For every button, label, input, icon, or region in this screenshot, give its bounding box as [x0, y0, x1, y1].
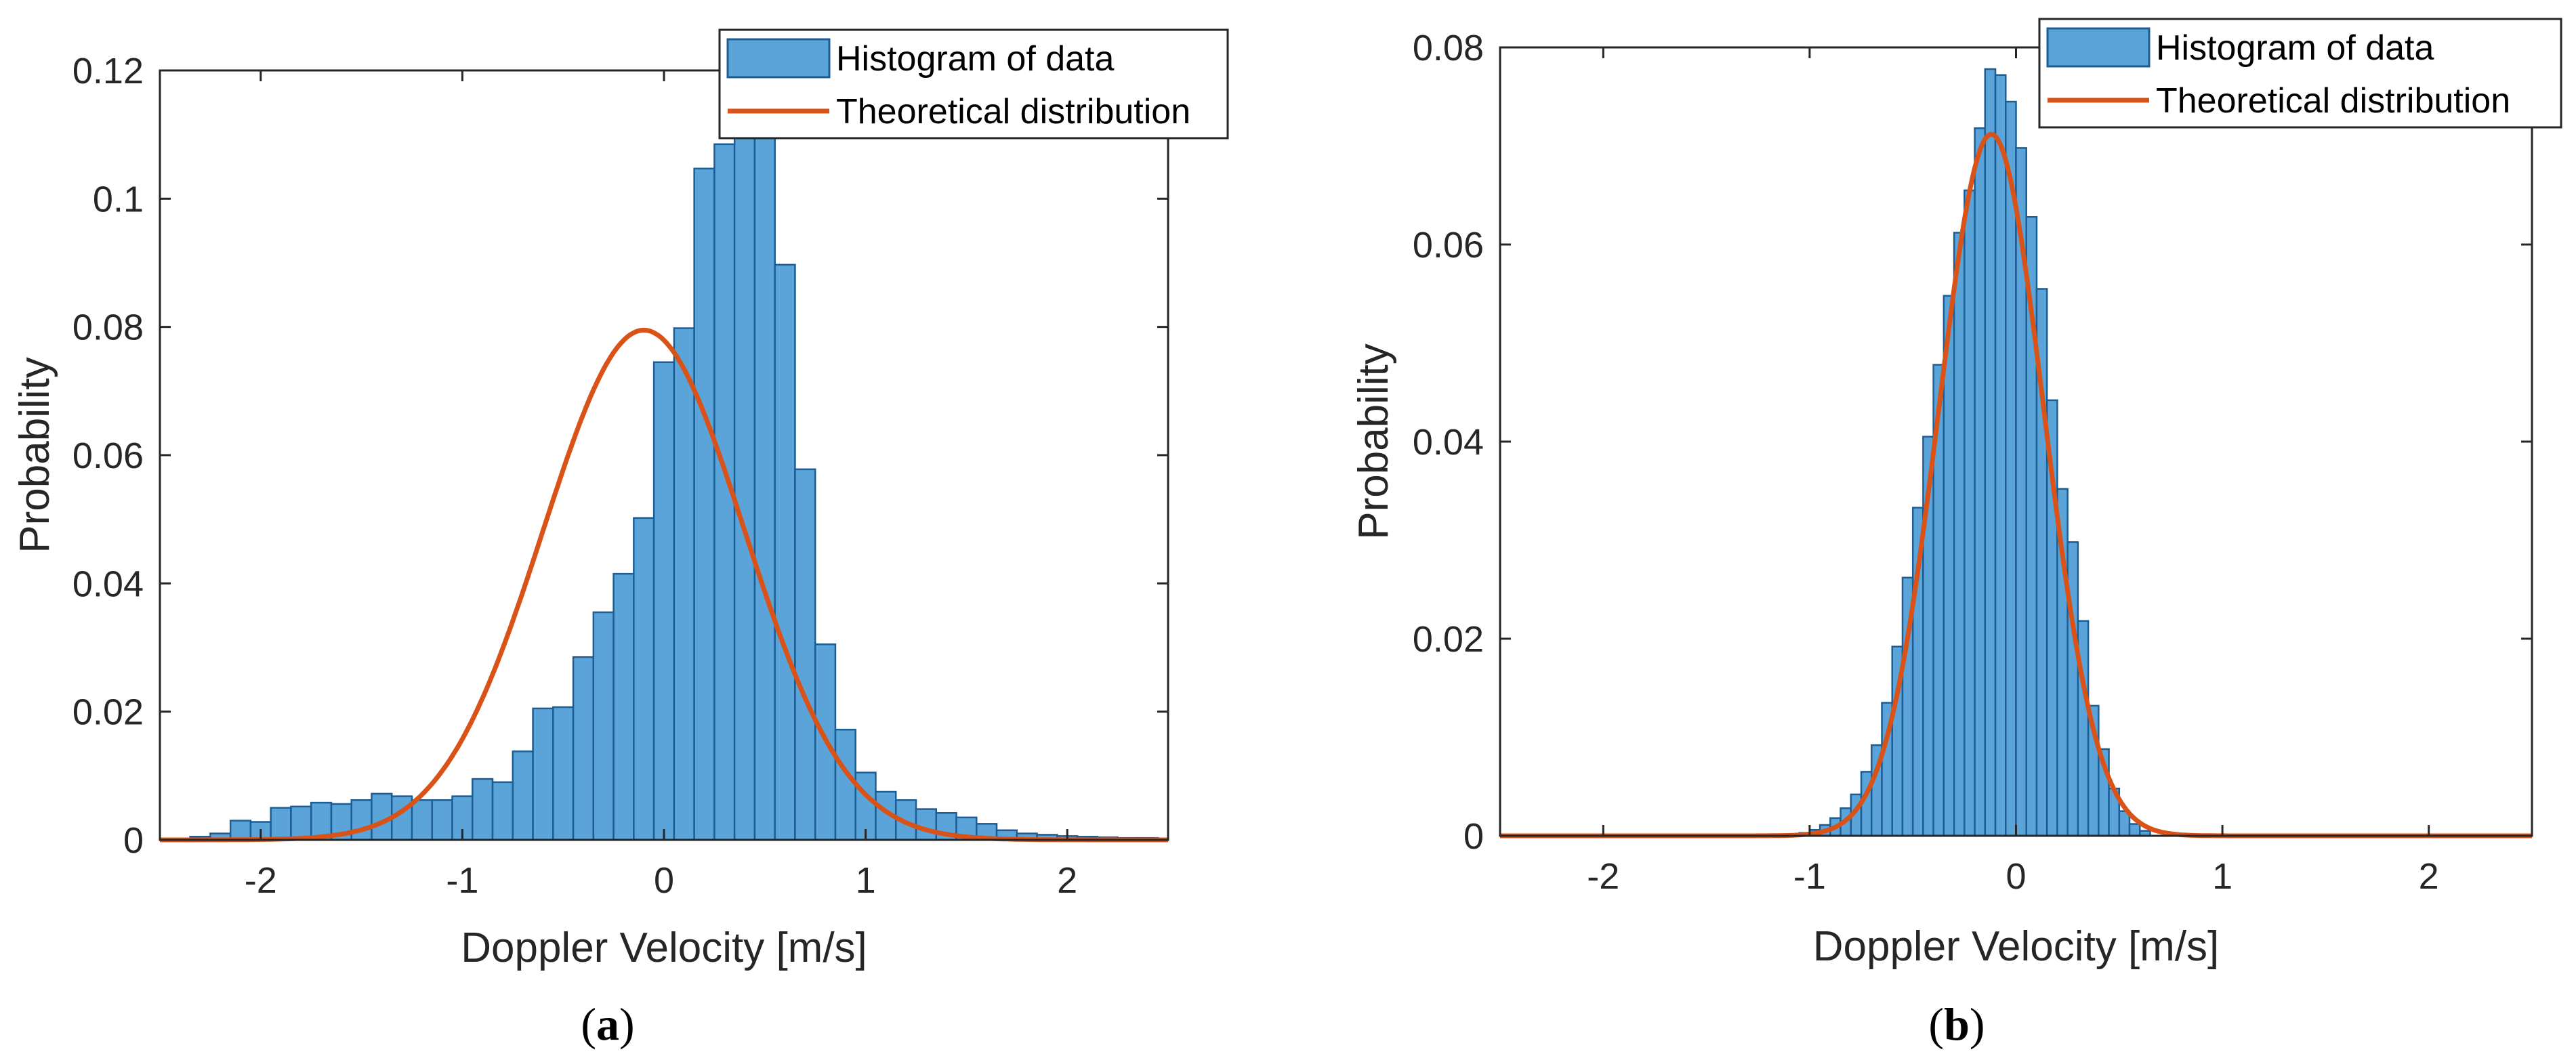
y-tick-label: 0.06: [72, 436, 144, 476]
legend-histogram-swatch-a: [726, 38, 831, 79]
histogram-bar: [1953, 232, 1966, 837]
histogram-bar: [229, 820, 252, 841]
x-tick-label: 2: [1057, 860, 1077, 901]
histogram-bar: [532, 707, 554, 841]
panel-b: -2 -1 0 1 2 0 0.02 0.04 0.06 0.08 Doppler Velocit…: [1350, 18, 2562, 1050]
panel-caption-letter-b: b: [1944, 998, 1970, 1050]
histogram-bar: [915, 808, 938, 841]
legend-histogram-label-b: Histogram of data: [2156, 28, 2434, 68]
histogram-bar: [673, 327, 695, 841]
histogram-bar: [552, 706, 575, 841]
histogram-bar: [1943, 295, 1955, 837]
histogram-bar: [472, 778, 494, 841]
histogram-bar: [794, 468, 816, 841]
y-tick-label: 0.08: [72, 308, 144, 348]
histogram-bars-b: [1798, 68, 2151, 837]
ticks-b: -2 -1 0 1 2 0 0.02 0.04 0.06 0.08: [1413, 28, 2532, 897]
histogram-bar: [2128, 823, 2141, 837]
histogram-bar: [270, 807, 292, 841]
x-tick-label: 1: [856, 860, 876, 901]
x-tick-label: -1: [446, 860, 478, 901]
histogram-bar: [693, 167, 715, 841]
y-axis-label-a: Probability: [12, 357, 58, 553]
y-tick-label: 0.08: [1413, 28, 1484, 68]
histogram-bar: [290, 805, 312, 841]
histogram-bar: [834, 728, 856, 841]
histogram-bar: [1994, 74, 2007, 837]
x-tick-label: 1: [2212, 856, 2232, 897]
y-tick-label: 0: [123, 820, 144, 861]
histogram-bar: [592, 611, 615, 841]
histogram-bar: [491, 781, 514, 841]
y-tick-label: 0.06: [1413, 225, 1484, 266]
y-tick-label: 0.02: [72, 692, 144, 733]
legend-fit-label-b: Theoretical distribution: [2156, 81, 2510, 121]
x-tick-label: -2: [245, 860, 277, 901]
y-tick-label: 0.04: [1413, 422, 1484, 463]
histogram-bar: [1974, 127, 1987, 837]
panel-caption-letter-a: a: [596, 998, 619, 1050]
histogram-bar: [411, 799, 434, 841]
histogram-bar: [633, 517, 655, 841]
x-axis-label-b: Doppler Velocity [m/s]: [1813, 923, 2220, 970]
histogram-bar: [1964, 189, 1976, 837]
x-tick-label: 2: [2419, 856, 2439, 897]
x-tick-label: 0: [2006, 856, 2026, 897]
x-tick-label: -2: [1587, 856, 1619, 897]
panel-caption-a: (a): [581, 998, 634, 1050]
panel-caption-b: (b): [1928, 998, 1985, 1050]
histogram-bar: [612, 572, 635, 841]
legend-b: Histogram of data Theoretical distributi…: [2038, 18, 2562, 129]
histogram-bar: [572, 656, 595, 841]
x-tick-label: 0: [654, 860, 674, 901]
x-axis-label-a: Doppler Velocity [m/s]: [461, 925, 867, 971]
legend-histogram-label-a: Histogram of data: [836, 39, 1114, 79]
histogram-bar: [753, 130, 776, 841]
histogram-bar: [774, 263, 796, 841]
legend-fit-label-a: Theoretical distribution: [836, 92, 1190, 131]
y-tick-label: 0.02: [1413, 619, 1484, 660]
y-axis-label-b: Probability: [1350, 343, 1397, 539]
y-tick-label: 0.1: [93, 179, 144, 219]
ticks-a: -2 -1 0 1 2 0 0.02 0.04 0.06 0.08 0.1 0.12: [72, 51, 1168, 901]
histogram-bar: [733, 69, 756, 841]
histogram-bar: [431, 799, 453, 841]
histogram-bars-a: [189, 69, 1159, 841]
y-tick-label: 0.12: [72, 51, 144, 91]
legend-a: Histogram of data Theoretical distributi…: [718, 28, 1229, 140]
legend-histogram-swatch-b: [2046, 27, 2151, 68]
histogram-bar: [652, 361, 676, 841]
histogram-bar: [512, 750, 534, 841]
panel-a: -2 -1 0 1 2 0 0.02 0.04 0.06 0.08 0.1 0.12 Doppler …: [12, 28, 1229, 1050]
y-tick-label: 0.04: [72, 564, 144, 604]
x-tick-label: -1: [1793, 856, 1826, 897]
y-tick-label: 0: [1463, 816, 1484, 857]
histogram-bar: [1984, 68, 1997, 837]
